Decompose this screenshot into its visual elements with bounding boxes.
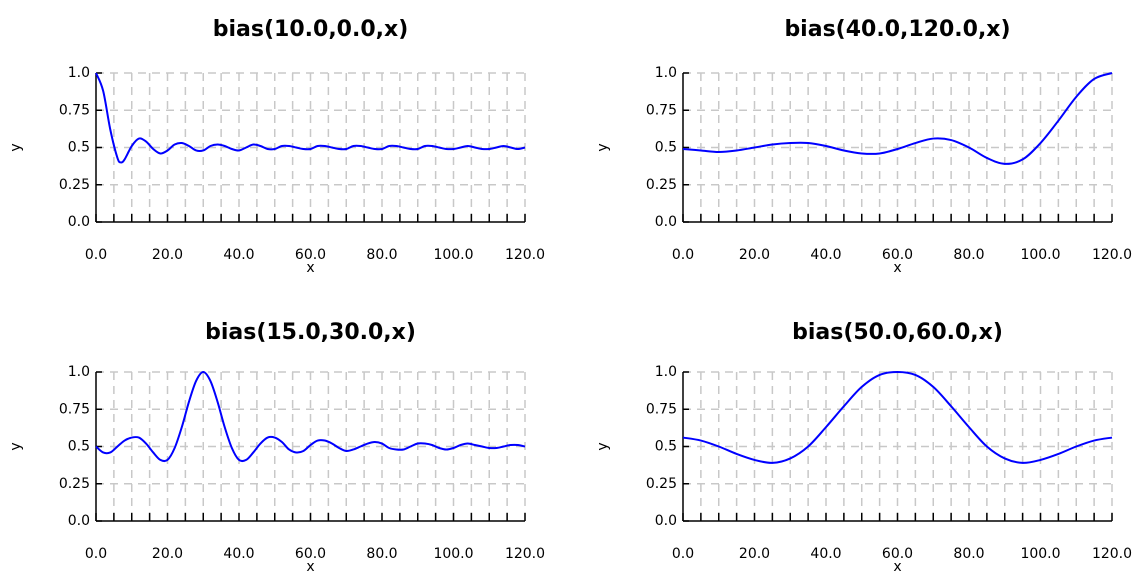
- x-tick-label: 0.0: [85, 546, 107, 562]
- y-tick-label: 0.5: [655, 140, 677, 156]
- x-tick-label: 40.0: [810, 546, 841, 562]
- y-tick-label: 0.25: [59, 476, 90, 492]
- x-tick-label: 0.0: [672, 546, 694, 562]
- x-tick-label: 100.0: [433, 546, 473, 562]
- x-tick-label: 60.0: [295, 546, 326, 562]
- y-tick-label: 0.0: [655, 214, 677, 230]
- y-tick-label: 0.0: [68, 513, 90, 529]
- y-axis-label: y: [8, 143, 24, 151]
- y-tick-label: 0.75: [59, 401, 90, 417]
- y-tick-label: 0.25: [59, 177, 90, 193]
- x-tick-label: 60.0: [882, 247, 913, 263]
- chart-panel-3: bias(15.0,30.0,x) 0.0 0.25 0.5 0.75 1.0 0.0 20.…: [8, 320, 545, 575]
- x-tick-label: 40.0: [810, 247, 841, 263]
- y-tick-label: 0.25: [646, 476, 677, 492]
- y-tick-label: 0.75: [59, 102, 90, 118]
- y-tick-label: 0.25: [646, 177, 677, 193]
- chart-panel-4: bias(50.0,60.0,x) 0.0 0.25 0.5 0.75 1.0 0.0 20.…: [595, 320, 1132, 575]
- chart-title: bias(10.0,0.0,x): [213, 17, 409, 42]
- series-line: [95, 371, 526, 463]
- x-tick-label: 80.0: [953, 546, 984, 562]
- series-line: [682, 371, 1113, 464]
- x-tick-label: 120.0: [505, 546, 545, 562]
- x-tick-label: 40.0: [223, 247, 254, 263]
- x-tick-label: 120.0: [1092, 546, 1132, 562]
- x-tick-label: 120.0: [505, 247, 545, 263]
- series-line: [682, 72, 1113, 165]
- y-tick-label: 1.0: [655, 65, 677, 81]
- x-axis-label: x: [306, 559, 314, 575]
- x-tick-label: 0.0: [85, 247, 107, 263]
- x-tick-label: 20.0: [739, 247, 770, 263]
- x-tick-label: 40.0: [223, 546, 254, 562]
- y-axis-label: y: [8, 442, 24, 450]
- y-tick-label: 0.0: [655, 513, 677, 529]
- x-tick-label: 0.0: [672, 247, 694, 263]
- x-tick-label: 60.0: [295, 247, 326, 263]
- y-axis-label: y: [595, 442, 611, 450]
- y-tick-label: 0.5: [68, 439, 90, 455]
- chart-title: bias(50.0,60.0,x): [792, 320, 1003, 345]
- series-line: [95, 72, 526, 164]
- x-tick-label: 20.0: [152, 247, 183, 263]
- x-axis-label: x: [893, 260, 901, 276]
- x-tick-label: 100.0: [1020, 247, 1060, 263]
- y-tick-label: 0.5: [68, 140, 90, 156]
- x-tick-label: 80.0: [366, 546, 397, 562]
- y-tick-label: 0.5: [655, 439, 677, 455]
- x-tick-label: 100.0: [433, 247, 473, 263]
- chart-panel-2: bias(40.0,120.0,x) 0.0 0.25 0.5 0.75 1.0 0.0 20…: [595, 17, 1132, 276]
- y-tick-label: 1.0: [655, 364, 677, 380]
- x-tick-label: 80.0: [366, 247, 397, 263]
- x-axis-label: x: [306, 260, 314, 276]
- x-tick-label: 120.0: [1092, 247, 1132, 263]
- x-tick-label: 60.0: [882, 546, 913, 562]
- y-tick-label: 1.0: [68, 364, 90, 380]
- y-axis-label: y: [595, 143, 611, 151]
- x-tick-label: 80.0: [953, 247, 984, 263]
- y-tick-label: 1.0: [68, 65, 90, 81]
- x-tick-label: 20.0: [152, 546, 183, 562]
- chart-title: bias(40.0,120.0,x): [784, 17, 1010, 42]
- chart-panel-1: bias(10.0,0.0,x) 0.0 0.25 0.5 0.75 1.0 0.0 20.0…: [8, 17, 545, 276]
- y-tick-label: 0.75: [646, 102, 677, 118]
- y-tick-label: 0.75: [646, 401, 677, 417]
- x-tick-label: 100.0: [1020, 546, 1060, 562]
- x-tick-label: 20.0: [739, 546, 770, 562]
- chart-title: bias(15.0,30.0,x): [205, 320, 416, 345]
- y-tick-label: 0.0: [68, 214, 90, 230]
- x-axis-label: x: [893, 559, 901, 575]
